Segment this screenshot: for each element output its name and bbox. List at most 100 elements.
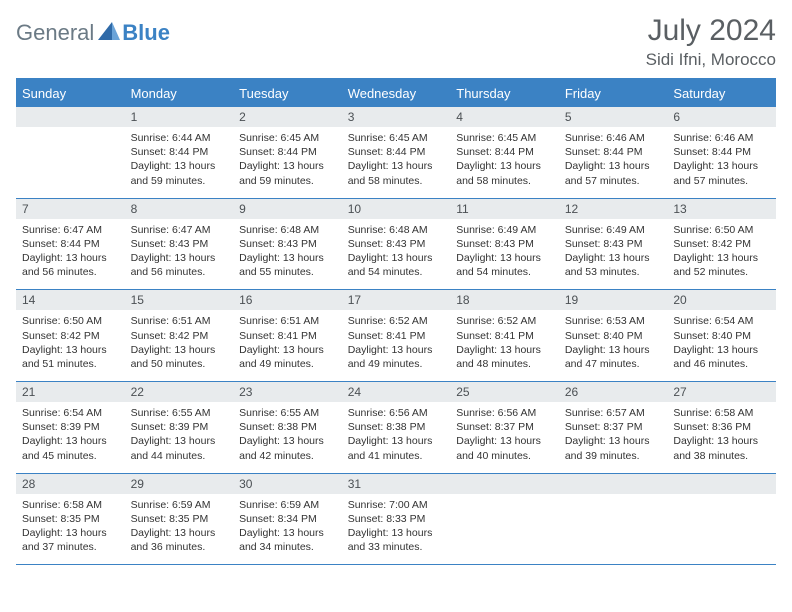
calendar-page: General Blue July 2024 Sidi Ifni, Morocc…	[0, 0, 792, 579]
day-number: 26	[559, 382, 668, 402]
day-number: 4	[450, 107, 559, 127]
day-details: Sunrise: 6:45 AMSunset: 8:44 PMDaylight:…	[450, 127, 559, 198]
day-details: Sunrise: 6:52 AMSunset: 8:41 PMDaylight:…	[450, 310, 559, 381]
brand-triangle-icon	[98, 22, 120, 45]
weekday-header: Thursday	[450, 79, 559, 107]
day-details: Sunrise: 6:48 AMSunset: 8:43 PMDaylight:…	[342, 219, 451, 290]
day-details: Sunrise: 6:51 AMSunset: 8:41 PMDaylight:…	[233, 310, 342, 381]
calendar-day-cell: 28Sunrise: 6:58 AMSunset: 8:35 PMDayligh…	[16, 473, 125, 565]
day-number: 19	[559, 290, 668, 310]
day-number: 5	[559, 107, 668, 127]
day-number: 18	[450, 290, 559, 310]
calendar-day-cell: 2Sunrise: 6:45 AMSunset: 8:44 PMDaylight…	[233, 107, 342, 198]
calendar-day-cell: 22Sunrise: 6:55 AMSunset: 8:39 PMDayligh…	[125, 382, 234, 474]
calendar-week-row: 1Sunrise: 6:44 AMSunset: 8:44 PMDaylight…	[16, 107, 776, 198]
weekday-header: Saturday	[667, 79, 776, 107]
calendar-day-cell: 29Sunrise: 6:59 AMSunset: 8:35 PMDayligh…	[125, 473, 234, 565]
day-details: Sunrise: 6:54 AMSunset: 8:39 PMDaylight:…	[16, 402, 125, 473]
day-number: 16	[233, 290, 342, 310]
calendar-day-cell: 19Sunrise: 6:53 AMSunset: 8:40 PMDayligh…	[559, 290, 668, 382]
day-number: 12	[559, 199, 668, 219]
calendar-day-cell: 31Sunrise: 7:00 AMSunset: 8:33 PMDayligh…	[342, 473, 451, 565]
day-number	[450, 474, 559, 494]
weekday-header: Monday	[125, 79, 234, 107]
calendar-header-row: Sunday Monday Tuesday Wednesday Thursday…	[16, 79, 776, 107]
calendar-day-cell: 24Sunrise: 6:56 AMSunset: 8:38 PMDayligh…	[342, 382, 451, 474]
calendar-day-cell: 13Sunrise: 6:50 AMSunset: 8:42 PMDayligh…	[667, 198, 776, 290]
day-details: Sunrise: 6:58 AMSunset: 8:35 PMDaylight:…	[16, 494, 125, 565]
day-details: Sunrise: 6:55 AMSunset: 8:39 PMDaylight:…	[125, 402, 234, 473]
day-number: 9	[233, 199, 342, 219]
day-number: 10	[342, 199, 451, 219]
day-number: 24	[342, 382, 451, 402]
calendar-day-cell: 3Sunrise: 6:45 AMSunset: 8:44 PMDaylight…	[342, 107, 451, 198]
day-details	[450, 494, 559, 554]
calendar-day-cell: 27Sunrise: 6:58 AMSunset: 8:36 PMDayligh…	[667, 382, 776, 474]
day-details: Sunrise: 6:56 AMSunset: 8:37 PMDaylight:…	[450, 402, 559, 473]
calendar-day-cell	[16, 107, 125, 198]
day-number: 17	[342, 290, 451, 310]
calendar-week-row: 14Sunrise: 6:50 AMSunset: 8:42 PMDayligh…	[16, 290, 776, 382]
day-number: 7	[16, 199, 125, 219]
day-details: Sunrise: 6:48 AMSunset: 8:43 PMDaylight:…	[233, 219, 342, 290]
day-details: Sunrise: 6:49 AMSunset: 8:43 PMDaylight:…	[450, 219, 559, 290]
calendar-day-cell: 1Sunrise: 6:44 AMSunset: 8:44 PMDaylight…	[125, 107, 234, 198]
calendar-week-row: 7Sunrise: 6:47 AMSunset: 8:44 PMDaylight…	[16, 198, 776, 290]
calendar-day-cell: 6Sunrise: 6:46 AMSunset: 8:44 PMDaylight…	[667, 107, 776, 198]
calendar-week-row: 21Sunrise: 6:54 AMSunset: 8:39 PMDayligh…	[16, 382, 776, 474]
day-number: 3	[342, 107, 451, 127]
day-details: Sunrise: 6:54 AMSunset: 8:40 PMDaylight:…	[667, 310, 776, 381]
day-details: Sunrise: 6:59 AMSunset: 8:35 PMDaylight:…	[125, 494, 234, 565]
month-title: July 2024	[646, 14, 776, 48]
calendar-day-cell: 14Sunrise: 6:50 AMSunset: 8:42 PMDayligh…	[16, 290, 125, 382]
day-number: 22	[125, 382, 234, 402]
calendar-day-cell	[559, 473, 668, 565]
day-details: Sunrise: 6:46 AMSunset: 8:44 PMDaylight:…	[559, 127, 668, 198]
location-label: Sidi Ifni, Morocco	[646, 50, 776, 70]
day-details: Sunrise: 6:45 AMSunset: 8:44 PMDaylight:…	[342, 127, 451, 198]
calendar-day-cell: 20Sunrise: 6:54 AMSunset: 8:40 PMDayligh…	[667, 290, 776, 382]
day-number	[559, 474, 668, 494]
day-number	[16, 107, 125, 127]
day-details: Sunrise: 6:57 AMSunset: 8:37 PMDaylight:…	[559, 402, 668, 473]
brand-logo: General Blue	[16, 14, 170, 46]
day-details: Sunrise: 6:46 AMSunset: 8:44 PMDaylight:…	[667, 127, 776, 198]
day-number: 23	[233, 382, 342, 402]
day-details: Sunrise: 6:55 AMSunset: 8:38 PMDaylight:…	[233, 402, 342, 473]
day-details: Sunrise: 6:47 AMSunset: 8:43 PMDaylight:…	[125, 219, 234, 290]
day-details: Sunrise: 6:53 AMSunset: 8:40 PMDaylight:…	[559, 310, 668, 381]
calendar-day-cell: 5Sunrise: 6:46 AMSunset: 8:44 PMDaylight…	[559, 107, 668, 198]
day-number: 11	[450, 199, 559, 219]
day-number: 20	[667, 290, 776, 310]
calendar-day-cell: 15Sunrise: 6:51 AMSunset: 8:42 PMDayligh…	[125, 290, 234, 382]
day-number: 1	[125, 107, 234, 127]
day-details: Sunrise: 6:44 AMSunset: 8:44 PMDaylight:…	[125, 127, 234, 198]
calendar-day-cell: 12Sunrise: 6:49 AMSunset: 8:43 PMDayligh…	[559, 198, 668, 290]
day-details: Sunrise: 6:50 AMSunset: 8:42 PMDaylight:…	[16, 310, 125, 381]
day-details	[16, 127, 125, 187]
calendar-day-cell	[450, 473, 559, 565]
brand-word-2: Blue	[122, 20, 170, 46]
day-number	[667, 474, 776, 494]
day-details: Sunrise: 6:49 AMSunset: 8:43 PMDaylight:…	[559, 219, 668, 290]
day-number: 2	[233, 107, 342, 127]
calendar-day-cell: 16Sunrise: 6:51 AMSunset: 8:41 PMDayligh…	[233, 290, 342, 382]
day-details: Sunrise: 6:47 AMSunset: 8:44 PMDaylight:…	[16, 219, 125, 290]
day-number: 21	[16, 382, 125, 402]
calendar-day-cell: 4Sunrise: 6:45 AMSunset: 8:44 PMDaylight…	[450, 107, 559, 198]
weekday-header: Sunday	[16, 79, 125, 107]
day-number: 25	[450, 382, 559, 402]
calendar-day-cell: 18Sunrise: 6:52 AMSunset: 8:41 PMDayligh…	[450, 290, 559, 382]
day-details: Sunrise: 6:58 AMSunset: 8:36 PMDaylight:…	[667, 402, 776, 473]
brand-word-1: General	[16, 20, 94, 46]
calendar-day-cell	[667, 473, 776, 565]
day-number: 6	[667, 107, 776, 127]
calendar-week-row: 28Sunrise: 6:58 AMSunset: 8:35 PMDayligh…	[16, 473, 776, 565]
day-number: 29	[125, 474, 234, 494]
day-details: Sunrise: 6:51 AMSunset: 8:42 PMDaylight:…	[125, 310, 234, 381]
calendar-day-cell: 7Sunrise: 6:47 AMSunset: 8:44 PMDaylight…	[16, 198, 125, 290]
day-details: Sunrise: 6:45 AMSunset: 8:44 PMDaylight:…	[233, 127, 342, 198]
title-block: July 2024 Sidi Ifni, Morocco	[646, 14, 776, 70]
weekday-header: Wednesday	[342, 79, 451, 107]
day-number: 14	[16, 290, 125, 310]
